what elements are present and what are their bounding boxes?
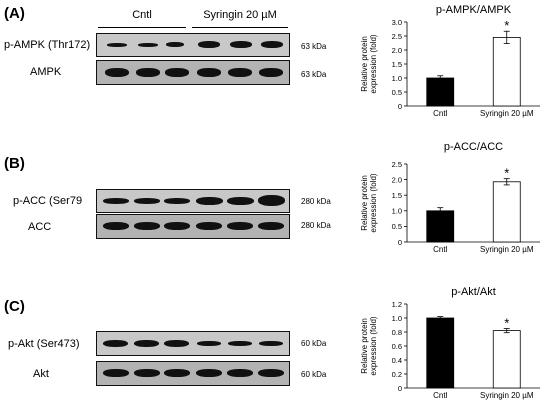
group-line-treated <box>192 27 288 28</box>
y-tick-label: 1.0 <box>392 74 402 83</box>
y-tick-label: 2.0 <box>392 175 402 184</box>
blot-label-p-akt: p-Akt (Ser473) <box>8 338 80 350</box>
group-label-control: Cntl <box>132 9 152 21</box>
y-tick-label: 2.5 <box>392 160 402 169</box>
x-category-label: Cntl <box>433 391 447 400</box>
kda-p-akt: 60 kDa <box>301 339 327 348</box>
chart-title: p-AMPK/AMPK <box>436 4 512 16</box>
kda-ampk: 63 kDa <box>301 70 327 79</box>
y-tick-label: 2.0 <box>392 46 402 55</box>
blot-akt <box>96 361 290 386</box>
bar-control <box>426 317 455 389</box>
y-axis-label: Relative proteinexpression (fold) <box>360 316 378 375</box>
blot-p-acc <box>96 189 290 213</box>
x-category-label: Syringin 20 µM <box>480 391 534 400</box>
kda-p-ampk: 63 kDa <box>301 42 327 51</box>
kda-acc: 280 kDa <box>301 221 331 230</box>
y-tick-label: 1.5 <box>392 191 402 200</box>
y-tick-label: 3.0 <box>392 18 402 27</box>
blot-p-ampk <box>96 33 290 57</box>
blot-label-p-acc: p-ACC (Ser79 <box>13 195 83 207</box>
y-axis-label: Relative proteinexpression (fold) <box>360 34 378 93</box>
chart-p-ampk-ampk: p-AMPK/AMPK Relative proteinexpression (f… <box>360 4 540 118</box>
bar-treated <box>492 330 521 389</box>
significance-marker: * <box>504 166 509 181</box>
group-line-control <box>98 27 186 28</box>
bar-treated <box>492 37 521 107</box>
y-tick-label: 0 <box>398 102 402 111</box>
bar-control <box>426 77 455 107</box>
kda-p-acc: 280 kDa <box>301 197 331 206</box>
y-tick-label: 1.2 <box>392 300 402 309</box>
blot-label-ampk: AMPK <box>30 66 62 78</box>
y-axis-label: Relative proteinexpression (fold) <box>360 173 378 232</box>
panel-letter-a: (A) <box>4 5 25 22</box>
y-tick-label: 0.6 <box>392 342 402 351</box>
chart-title: p-Akt/Akt <box>451 286 496 298</box>
kda-akt: 60 kDa <box>301 370 327 379</box>
panel-letter-b: (B) <box>4 155 25 172</box>
chart-p-acc-acc: p-ACC/ACC Relative proteinexpression (fol… <box>360 141 540 254</box>
blot-p-akt <box>96 331 290 356</box>
x-category-label: Syringin 20 µM <box>480 245 534 254</box>
blot-label-p-ampk: p-AMPK (Thr172) <box>4 39 91 51</box>
blot-label-akt: Akt <box>33 368 49 380</box>
significance-marker: * <box>504 316 509 331</box>
x-category-label: Cntl <box>433 109 447 118</box>
y-tick-label: 1.0 <box>392 314 402 323</box>
blot-ampk <box>96 60 290 85</box>
y-tick-label: 0 <box>398 238 402 247</box>
group-label-treated: Syringin 20 µM <box>203 9 277 21</box>
x-category-label: Syringin 20 µM <box>480 109 534 118</box>
chart-p-akt-akt: p-Akt/Akt Relative proteinexpression (fol… <box>360 286 540 400</box>
panel-letter-c: (C) <box>4 298 25 315</box>
x-category-label: Cntl <box>433 245 447 254</box>
y-tick-label: 0.8 <box>392 328 402 337</box>
y-tick-label: 0 <box>398 384 402 393</box>
y-tick-label: 2.5 <box>392 32 402 41</box>
y-tick-label: 1.0 <box>392 207 402 216</box>
bar-control <box>426 210 455 243</box>
chart-title: p-ACC/ACC <box>444 141 503 153</box>
blot-label-acc: ACC <box>28 221 52 233</box>
y-tick-label: 1.5 <box>392 60 402 69</box>
y-tick-label: 0.5 <box>392 88 402 97</box>
y-tick-label: 0.5 <box>392 222 402 231</box>
y-tick-label: 0.2 <box>392 370 402 379</box>
bar-treated <box>492 181 521 243</box>
y-tick-label: 0.4 <box>392 356 402 365</box>
significance-marker: * <box>504 18 509 33</box>
blot-acc <box>96 214 290 239</box>
